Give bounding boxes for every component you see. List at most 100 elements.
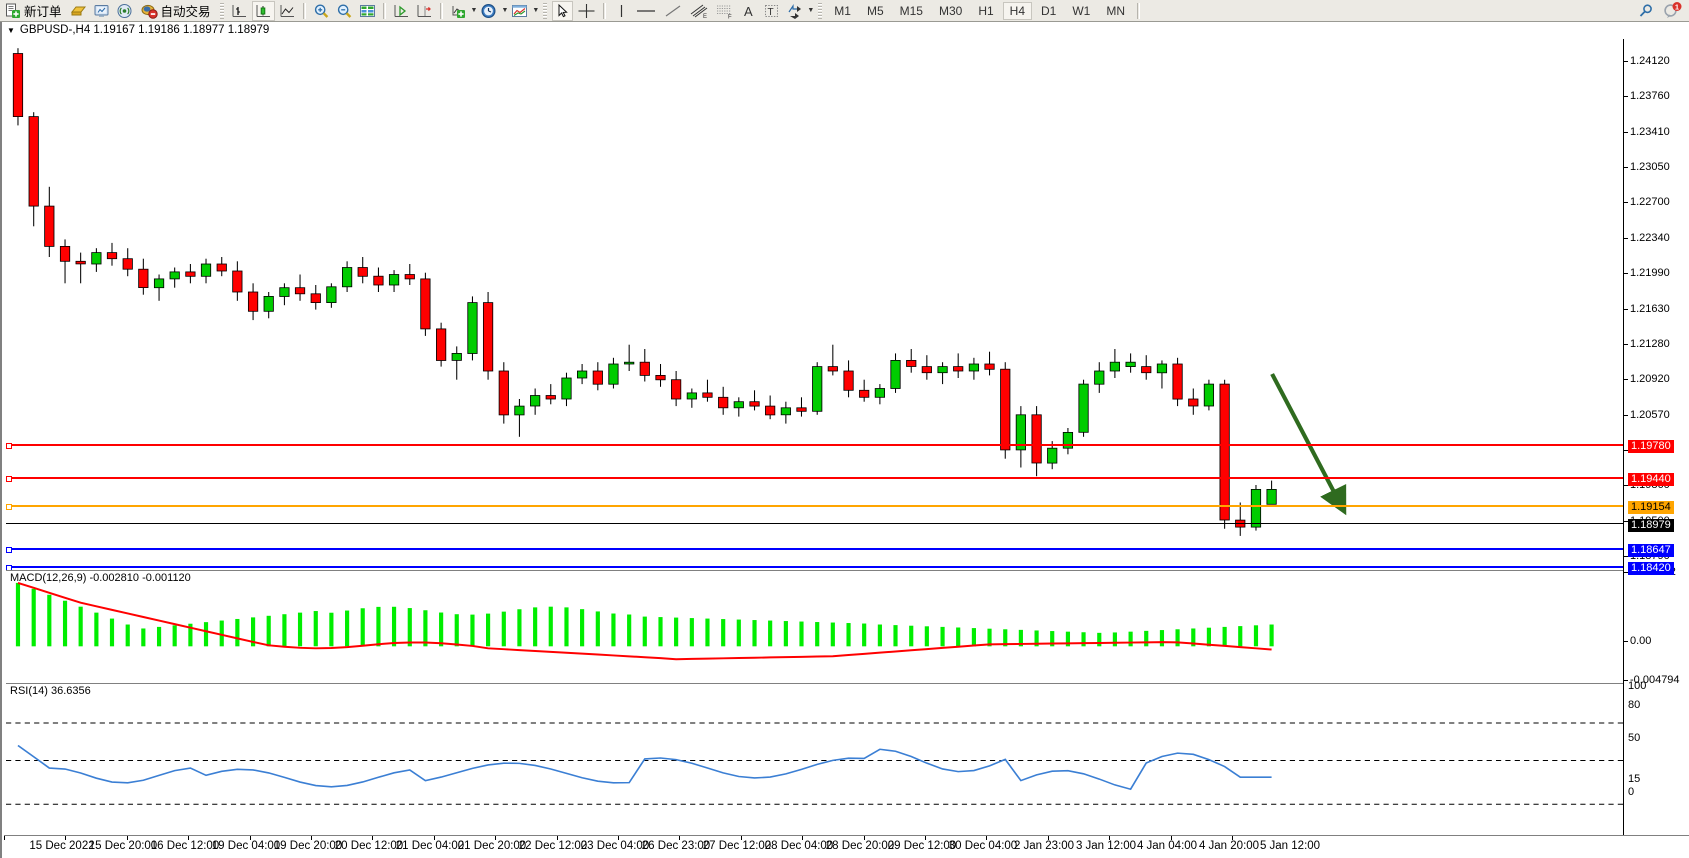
zoom-out-button[interactable]: [334, 1, 355, 21]
time-tick: [250, 836, 251, 840]
price-badge-support-1[interactable]: 1.18647: [1628, 544, 1674, 557]
rsi-pane[interactable]: RSI(14) 36.6356: [6, 683, 1623, 835]
pin-marker-button[interactable]: [68, 1, 89, 21]
level-line-support-1[interactable]: [6, 547, 1623, 553]
signals-button[interactable]: [114, 1, 135, 21]
time-label: 28 Dec 04:00: [764, 840, 834, 852]
level-handle[interactable]: [6, 504, 12, 510]
horizontal-line-tool-button[interactable]: [633, 1, 659, 21]
price-badge-current-bid[interactable]: 1.18979: [1628, 519, 1674, 532]
candlestick-chart-button[interactable]: [251, 0, 275, 21]
equidistant-channel-button[interactable]: E: [687, 1, 711, 21]
price-tick: 1.22340: [1624, 233, 1670, 244]
price-badge-support-2[interactable]: 1.18420: [1628, 562, 1674, 575]
auto-scroll-icon: [416, 3, 433, 19]
chart-header-text: GBPUSD-,H4 1.19167 1.19186 1.18977 1.189…: [19, 24, 270, 36]
timeframe-m30[interactable]: M30: [938, 3, 963, 18]
timeframe-m5[interactable]: M5: [866, 3, 884, 18]
auto-trading-button[interactable]: 自动交易: [137, 1, 215, 21]
level-line-resistance-2[interactable]: [6, 476, 1623, 482]
text-a-icon: A: [741, 3, 757, 19]
level-handle[interactable]: [6, 476, 12, 482]
line-chart-button[interactable]: [277, 1, 298, 21]
data-window-button[interactable]: [357, 1, 378, 21]
add-indicator-button[interactable]: [448, 1, 469, 21]
price-tick: 1.21990: [1624, 268, 1670, 279]
price-pane[interactable]: [6, 39, 1623, 571]
time-label: 28 Dec 20:00: [825, 840, 895, 852]
price-badge-resistance-1[interactable]: 1.19780: [1628, 440, 1674, 453]
period-dropdown-caret[interactable]: ▼: [501, 7, 509, 14]
chart-shift-button[interactable]: [391, 1, 412, 21]
time-label: 3 Jan 12:00: [1075, 840, 1137, 852]
trendline-tool-button[interactable]: [661, 1, 685, 21]
templates-button[interactable]: [509, 1, 530, 21]
time-label: 30 Dec 04:00: [948, 840, 1018, 852]
level-handle[interactable]: [6, 547, 12, 553]
level-line-resistance-1[interactable]: [6, 443, 1623, 449]
toolbar-separator-4: [603, 2, 607, 19]
price-axis[interactable]: 1.24120 1.23760 1.23410 1.23050 1.22700 1.223…: [1623, 39, 1689, 835]
period-button[interactable]: [478, 1, 499, 21]
arrows-dropdown-caret[interactable]: ▼: [807, 7, 815, 14]
arrows-tool-button[interactable]: [784, 1, 805, 21]
cursor-arrow-icon: [555, 3, 570, 19]
zoom-in-icon: [313, 3, 330, 19]
time-label: 23 Dec 04:00: [580, 840, 650, 852]
zoom-out-icon: [336, 3, 353, 19]
text-label-tool-button[interactable]: T: [761, 1, 782, 21]
rsi-series: [6, 722, 1623, 805]
crosshair-tool-button[interactable]: [575, 1, 598, 21]
fibonacci-tool-button[interactable]: F: [713, 1, 737, 21]
svg-text:E: E: [703, 14, 707, 19]
time-label: 4 Jan 04:00: [1136, 840, 1198, 852]
toolbar-grip-3[interactable]: [818, 2, 823, 19]
toolbar-grip-1[interactable]: [219, 2, 224, 19]
time-tick: [741, 836, 742, 840]
chart-window[interactable]: ▼ GBPUSD-,H4 1.19167 1.19186 1.18977 1.1…: [0, 22, 1689, 858]
timeframe-h1[interactable]: H1: [978, 3, 994, 18]
timeframe-h4[interactable]: H4: [1002, 1, 1032, 20]
timeframe-m15[interactable]: M15: [899, 3, 923, 18]
auto-scroll-button[interactable]: [414, 1, 435, 21]
time-tick: [618, 836, 619, 840]
text-tool-button[interactable]: A: [739, 1, 759, 21]
text-label-icon: T: [763, 3, 780, 19]
price-badge-current-ask[interactable]: 1.19154: [1628, 501, 1674, 514]
time-axis[interactable]: 15 Dec 2022 15 Dec 20:00 16 Dec 12:00 19 De…: [4, 835, 1689, 858]
templates-dropdown-caret[interactable]: ▼: [532, 7, 540, 14]
template-icon: [511, 3, 528, 19]
search-icon[interactable]: [1637, 3, 1655, 19]
time-tick: [1048, 836, 1049, 840]
time-tick: [986, 836, 987, 840]
price-tick: 1.21630: [1624, 304, 1670, 315]
level-line-current-bid: [6, 523, 1623, 524]
zoom-in-button[interactable]: [311, 1, 332, 21]
timeframe-mn[interactable]: MN: [1106, 3, 1126, 18]
notification-count: 1: [1675, 3, 1679, 12]
down-trend-arrow: [1270, 373, 1347, 516]
rsi-tick: 0: [1628, 786, 1635, 798]
macd-pane[interactable]: MACD(12,26,9) -0.002810 -0.001120: [6, 570, 1623, 682]
time-label: 19 Dec 04:00: [211, 840, 281, 852]
time-tick: [188, 836, 189, 840]
timeframe-w1[interactable]: W1: [1072, 3, 1091, 18]
toolbar-grip-2[interactable]: [543, 2, 548, 19]
time-tick: [864, 836, 865, 840]
add-indicator-dropdown-caret[interactable]: ▼: [470, 7, 478, 14]
timeframe-m1[interactable]: M1: [834, 3, 851, 18]
timeframe-d1[interactable]: D1: [1041, 3, 1057, 18]
level-line-support-2[interactable]: [6, 565, 1623, 571]
vertical-line-tool-button[interactable]: [611, 1, 631, 21]
level-handle[interactable]: [6, 443, 12, 449]
new-order-button[interactable]: 新订单: [1, 1, 66, 21]
notifications-icon[interactable]: 1: [1663, 2, 1683, 19]
chart-collapse-caret[interactable]: ▼: [7, 25, 15, 35]
price-badge-resistance-2[interactable]: 1.19440: [1628, 473, 1674, 486]
terminal-button[interactable]: [91, 1, 112, 21]
bar-chart-button[interactable]: [229, 1, 250, 21]
crosshair-icon: [577, 3, 596, 19]
price-tick: 1.23050: [1624, 162, 1670, 173]
level-line-current-ask[interactable]: [6, 504, 1623, 510]
cursor-tool-button[interactable]: [552, 0, 574, 21]
